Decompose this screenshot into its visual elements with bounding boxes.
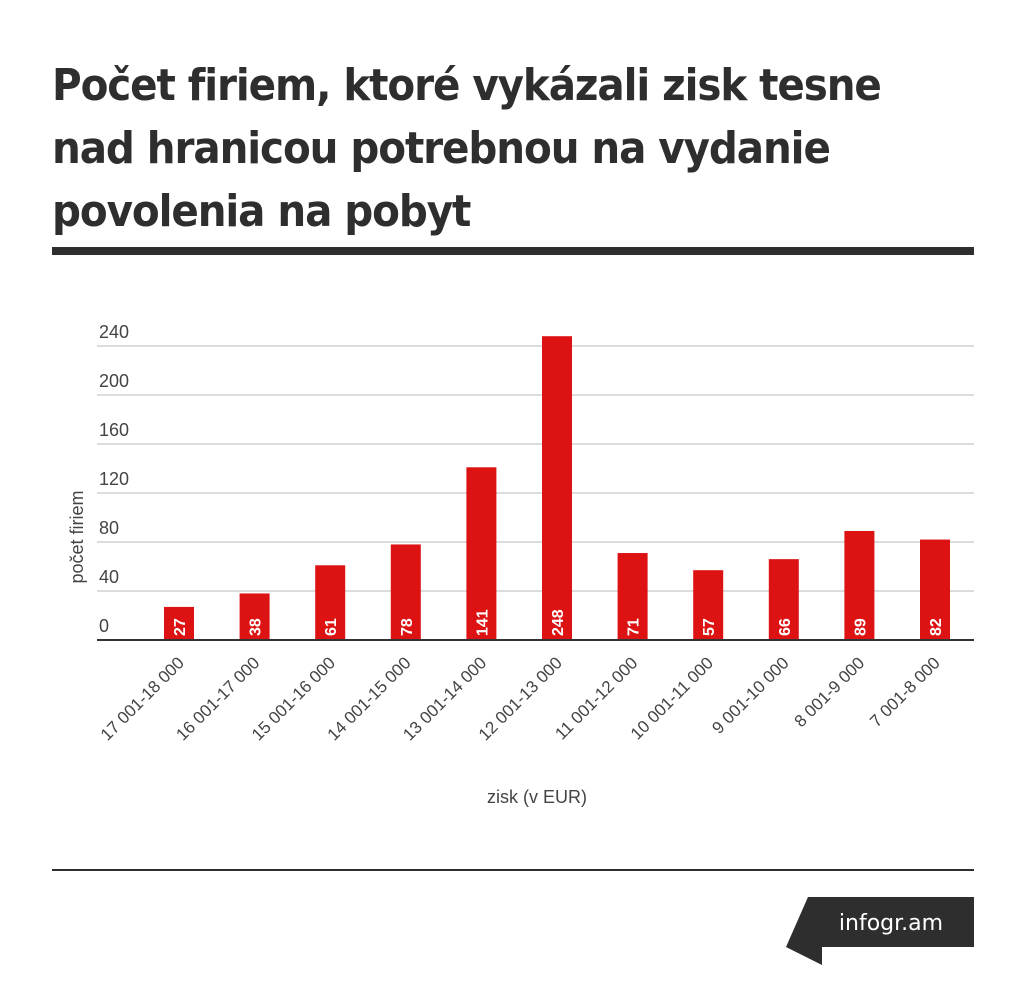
- bar: [617, 553, 648, 640]
- bar: [239, 593, 270, 640]
- y-tick-label: 80: [99, 518, 119, 538]
- y-tick-label: 120: [99, 469, 129, 489]
- bar: [768, 559, 799, 640]
- y-tick-label: 40: [99, 567, 119, 587]
- bar-value-label: 141: [474, 609, 491, 636]
- bars: 27 38 61 78 141 248 71 57 66 89 82: [164, 336, 950, 640]
- x-tick-label: 7 001-8 000: [866, 653, 944, 731]
- bar-value-label: 71: [626, 618, 643, 636]
- bar-value-label: 61: [323, 618, 340, 636]
- bar-value-label: 248: [550, 609, 567, 636]
- y-tick-label: 200: [99, 371, 129, 391]
- x-axis-label: zisk (v EUR): [487, 787, 587, 807]
- bar-value-label: 57: [701, 618, 718, 636]
- y-tick-label: 0: [99, 616, 109, 636]
- x-tick-label: 9 001-10 000: [708, 653, 792, 737]
- y-tick-label: 160: [99, 420, 129, 440]
- title-rule: [52, 247, 974, 255]
- bar: [466, 467, 497, 640]
- bar-value-label: 66: [777, 618, 794, 636]
- bar-value-label: 89: [852, 618, 869, 636]
- footer-rule: [52, 869, 974, 871]
- y-axis-label: počet firiem: [67, 490, 87, 583]
- bar: [844, 530, 875, 640]
- bar-value-label: 27: [172, 618, 189, 636]
- bar: [693, 570, 724, 640]
- bar: [315, 565, 346, 640]
- bar: [164, 606, 194, 640]
- infogram-logo: infogr.am: [786, 897, 974, 965]
- bar: [390, 544, 421, 640]
- bar: [542, 336, 572, 640]
- bar-chart: 27 38 61 78 141 248 71 57 66 89 82 0 40 80 120 160 200 2…: [67, 322, 974, 807]
- bar-value-label: 78: [399, 618, 416, 636]
- bar-value-label: 82: [928, 618, 945, 636]
- y-tick-labels: 0 40 80 120 160 200 240: [99, 322, 129, 636]
- x-tick-label: 8 001-9 000: [791, 653, 869, 731]
- bar-value-label: 38: [248, 618, 265, 636]
- bar: [920, 539, 950, 640]
- y-tick-label: 240: [99, 322, 129, 342]
- gridlines: [97, 345, 974, 592]
- brand-text: infogr.am: [839, 911, 943, 936]
- chart-title: Počet firiem, ktoré vykázali zisk tesne …: [52, 60, 882, 237]
